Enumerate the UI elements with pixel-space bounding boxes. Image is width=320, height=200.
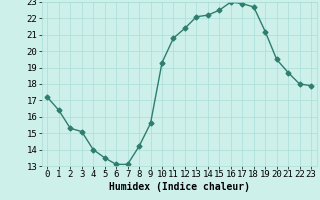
X-axis label: Humidex (Indice chaleur): Humidex (Indice chaleur) bbox=[109, 182, 250, 192]
